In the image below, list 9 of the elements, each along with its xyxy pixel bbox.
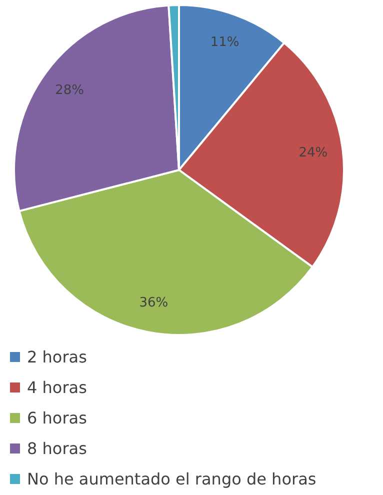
legend-label: 2 horas <box>27 348 87 366</box>
legend-label: 4 horas <box>27 378 87 397</box>
legend-label: 8 horas <box>27 439 87 458</box>
data-label: 28% <box>55 82 84 98</box>
legend-label: 6 horas <box>27 408 87 428</box>
data-label: 24% <box>298 146 328 161</box>
legend-label: No he aumentado el rango de horas <box>27 470 316 488</box>
data-label: 11% <box>210 35 240 50</box>
data-label: 36% <box>139 295 168 310</box>
